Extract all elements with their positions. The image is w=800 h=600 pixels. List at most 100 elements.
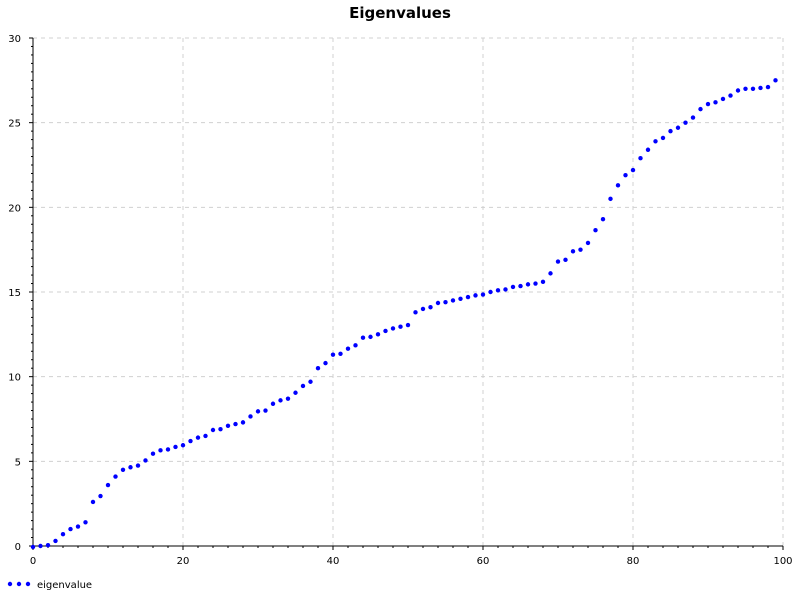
data-point <box>555 259 561 264</box>
data-point <box>443 299 448 305</box>
legend-marker <box>16 581 22 587</box>
data-point <box>705 101 711 107</box>
data-point <box>533 281 538 286</box>
data-point <box>120 467 126 472</box>
data-point <box>758 85 763 91</box>
data-point <box>405 322 411 328</box>
y-tick-label: 25 <box>8 119 21 130</box>
data-point <box>300 383 306 389</box>
data-point <box>465 294 471 300</box>
data-point <box>75 524 81 529</box>
data-point <box>323 360 328 366</box>
data-point <box>638 156 643 161</box>
data-point <box>570 249 576 254</box>
data-point <box>585 240 591 246</box>
data-point <box>518 283 523 289</box>
data-point <box>488 289 493 295</box>
data-point <box>330 352 336 357</box>
data-point <box>188 438 193 444</box>
x-tick-label: 20 <box>177 556 190 567</box>
data-point <box>383 328 388 334</box>
data-point <box>413 310 418 315</box>
data-point <box>165 447 171 452</box>
data-point <box>368 334 373 340</box>
data-point <box>285 396 291 401</box>
data-point <box>270 401 276 406</box>
data-point <box>218 426 223 432</box>
y-tick-label: 30 <box>8 34 21 45</box>
data-point <box>225 423 231 428</box>
data-point <box>45 542 51 548</box>
data-point <box>630 167 636 173</box>
data-point <box>660 135 666 141</box>
legend-label: eigenvalue <box>37 580 92 591</box>
data-point <box>105 482 111 488</box>
data-point <box>480 292 486 297</box>
data-point <box>728 93 733 98</box>
data-point <box>53 538 58 544</box>
data-point <box>38 543 43 549</box>
data-point <box>608 196 613 202</box>
data-point <box>503 287 508 292</box>
data-point <box>458 296 463 301</box>
legend-marker <box>7 581 13 587</box>
data-point <box>420 306 426 312</box>
data-point <box>203 433 208 439</box>
data-point <box>593 227 598 233</box>
data-point <box>720 96 726 102</box>
data-point <box>338 351 343 357</box>
data-point <box>675 125 681 130</box>
data-point <box>428 305 433 310</box>
data-point <box>60 531 66 537</box>
x-tick-label: 60 <box>477 556 490 567</box>
data-point <box>495 288 501 293</box>
data-point <box>525 282 531 287</box>
data-point <box>30 544 36 550</box>
data-point <box>143 458 148 463</box>
data-point <box>315 366 321 371</box>
data-point <box>653 139 658 144</box>
data-point <box>563 257 568 263</box>
data-point <box>375 332 381 337</box>
data-point <box>510 284 516 290</box>
data-point <box>90 499 96 505</box>
data-point <box>578 247 583 252</box>
data-point <box>398 324 403 329</box>
data-point <box>615 183 621 188</box>
data-point <box>645 147 651 152</box>
data-point <box>263 408 268 413</box>
y-tick-label: 15 <box>8 288 21 299</box>
data-point <box>173 444 178 450</box>
data-point <box>308 379 313 384</box>
x-tick-label: 40 <box>327 556 340 567</box>
data-point <box>210 427 216 433</box>
chart-title: Eigenvalues <box>349 4 451 22</box>
data-point <box>98 493 103 499</box>
data-point <box>240 420 246 425</box>
data-point <box>735 88 741 93</box>
data-point <box>743 86 748 92</box>
data-point <box>390 326 396 331</box>
y-tick-label: 5 <box>15 457 21 468</box>
y-tick-label: 0 <box>15 542 21 553</box>
data-point <box>128 465 133 470</box>
data-point <box>278 398 283 403</box>
data-point <box>548 271 553 276</box>
data-point <box>773 78 778 83</box>
data-point <box>698 106 703 112</box>
data-point <box>473 293 478 298</box>
x-tick-label: 0 <box>30 556 36 567</box>
data-point <box>345 346 351 351</box>
data-point <box>435 300 441 306</box>
x-tick-label: 80 <box>627 556 640 567</box>
x-tick-label: 100 <box>773 556 792 567</box>
data-point <box>353 343 358 348</box>
data-point <box>750 86 756 92</box>
data-point <box>113 474 118 479</box>
legend-marker <box>25 581 31 587</box>
data-point <box>158 448 163 453</box>
data-point <box>255 409 261 414</box>
data-point <box>623 172 628 178</box>
data-point <box>668 128 673 134</box>
